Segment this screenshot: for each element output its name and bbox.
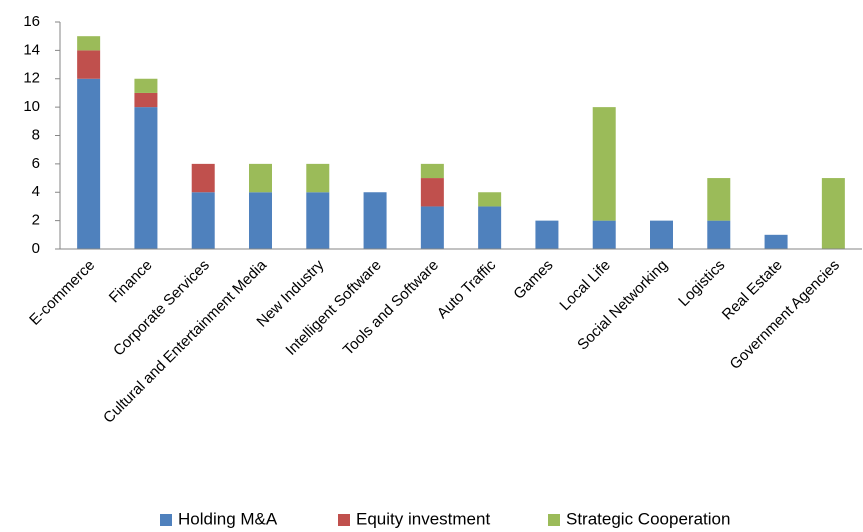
bar-segment <box>191 163 215 193</box>
bar-segment <box>191 192 215 249</box>
bar-segment <box>134 78 158 93</box>
x-tick-label: Government Agencies <box>727 257 843 373</box>
bar-segment <box>821 178 845 249</box>
bar-segment <box>764 234 788 249</box>
bar-segment <box>420 178 444 207</box>
y-tick-label: 0 <box>32 240 40 257</box>
y-tick-label: 6 <box>32 155 40 172</box>
legend-label: Equity investment <box>356 509 490 528</box>
x-tick-label: Auto Traffic <box>434 256 500 322</box>
x-tick-label: Corporate Services <box>110 257 213 360</box>
bar-segment <box>134 92 158 108</box>
y-tick-label: 10 <box>23 98 40 115</box>
bar-segment <box>77 50 101 79</box>
bar-segment <box>650 220 673 249</box>
y-tick-label: 2 <box>32 212 40 229</box>
y-tick-label: 4 <box>32 183 40 200</box>
bar-segment <box>535 220 559 249</box>
x-tick-label: Logistics <box>675 257 728 310</box>
legend-swatch <box>338 514 350 526</box>
bar-segment <box>77 78 101 249</box>
y-tick-label: 16 <box>23 13 40 30</box>
bar-segment <box>592 220 616 249</box>
x-tick-label: E-commerce <box>26 257 98 329</box>
bar-segment <box>478 192 502 207</box>
legend-swatch <box>548 514 560 526</box>
legend-label: Holding M&A <box>178 509 278 528</box>
x-tick-label: Finance <box>106 257 156 307</box>
x-tick-label: Games <box>510 257 556 303</box>
x-tick-label: Intelligent Software <box>282 257 384 359</box>
bar-segment <box>249 192 272 249</box>
bar-segment <box>420 206 444 249</box>
x-tick-label: Tools and Software <box>340 257 442 359</box>
bar-segment <box>306 192 330 249</box>
y-tick-label: 8 <box>32 126 40 143</box>
y-tick-label: 14 <box>23 41 40 58</box>
bar-segment <box>707 178 731 221</box>
bar-segment <box>249 163 272 193</box>
bar-segment <box>707 220 731 249</box>
legend-swatch <box>160 514 172 526</box>
bar-segment <box>134 107 158 249</box>
x-tick-label: Local Life <box>556 257 613 314</box>
bar-segment <box>363 192 387 249</box>
y-tick-label: 12 <box>23 70 40 87</box>
bar-segment <box>478 206 502 249</box>
bar-segment <box>592 107 616 221</box>
bar-segment <box>306 163 330 193</box>
legend-label: Strategic Cooperation <box>566 509 730 528</box>
bar-segment <box>420 163 444 179</box>
bar-segment <box>77 36 101 51</box>
